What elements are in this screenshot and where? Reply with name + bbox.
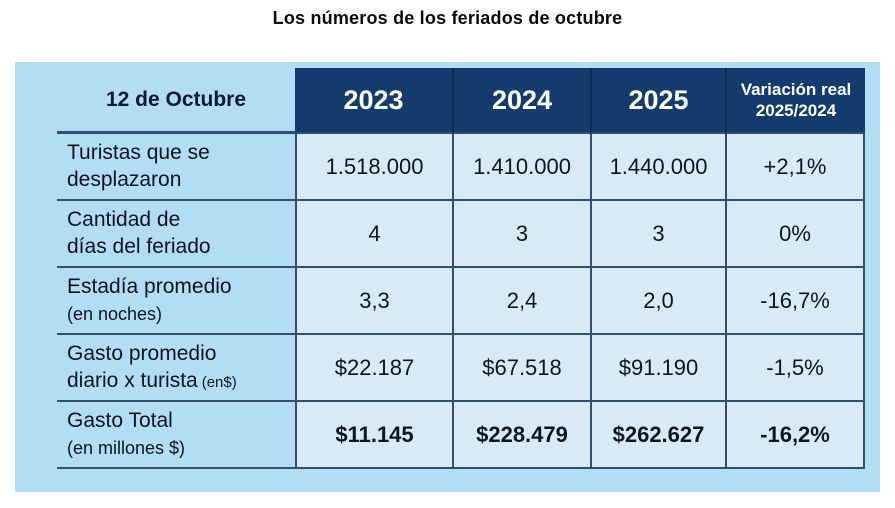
variation-header-line2: 2025/2024	[755, 101, 837, 120]
row-label-gasto-promedio: Gasto promedio diario x turista (en$)	[57, 335, 295, 402]
col-header-2023: 2023	[295, 68, 452, 134]
row-label-line2-text: desplazaron	[67, 167, 182, 191]
row-label-note: (en millones $)	[67, 437, 186, 458]
value-gasto-total-2024: $228.479	[452, 402, 590, 469]
row-label-line2-text: diario x turista	[67, 368, 198, 392]
row-label-line1: Gasto Total	[67, 409, 173, 433]
row-label-line2-text: días del feriado	[67, 234, 211, 258]
variation-header-line1: Variación real	[740, 79, 852, 99]
col-header-2024: 2024	[452, 68, 590, 134]
value-turistas-2024: 1.410.000	[452, 134, 590, 201]
row-label-line1: Estadía promedio	[67, 275, 232, 299]
holiday-stats-table: 12 de Octubre 2023 2024 2025 Variación r…	[15, 62, 880, 492]
value-dias-2025: 3	[590, 201, 725, 268]
value-dias-variation: 0%	[725, 201, 865, 268]
row-label-line2: diario x turista (en$)	[67, 368, 237, 394]
table-grid: 12 de Octubre 2023 2024 2025 Variación r…	[57, 68, 865, 469]
value-dias-2023: 4	[295, 201, 452, 268]
col-header-variation: Variación real 2025/2024	[725, 68, 865, 134]
value-gasto-promedio-variation: -1,5%	[725, 335, 865, 402]
row-label-dias: Cantidad de días del feriado	[57, 201, 295, 268]
value-dias-2024: 3	[452, 201, 590, 268]
row-label-line1: Cantidad de	[67, 208, 181, 232]
col-header-2025: 2025	[590, 68, 725, 134]
row-label-note: (en noches)	[67, 303, 163, 324]
row-label-line1: Gasto promedio	[67, 342, 217, 366]
value-turistas-2023: 1.518.000	[295, 134, 452, 201]
value-gasto-promedio-2025: $91.190	[590, 335, 725, 402]
value-gasto-total-2025: $262.627	[590, 402, 725, 469]
row-label-gasto-total: Gasto Total (en millones $)	[57, 402, 295, 469]
row-label-line2: desplazaron	[67, 167, 181, 193]
value-gasto-total-variation: -16,2%	[725, 402, 865, 469]
value-turistas-2025: 1.440.000	[590, 134, 725, 201]
row-label-line2: (en millones $)	[67, 435, 185, 461]
row-label-estadia: Estadía promedio (en noches)	[57, 268, 295, 335]
value-estadia-2025: 2,0	[590, 268, 725, 335]
row-label-line2: (en noches)	[67, 301, 162, 327]
row-label-turistas: Turistas que se desplazaron	[57, 134, 295, 201]
value-gasto-promedio-2023: $22.187	[295, 335, 452, 402]
row-label-line2: días del feriado	[67, 234, 211, 260]
table-corner-header: 12 de Octubre	[57, 68, 295, 134]
value-turistas-variation: +2,1%	[725, 134, 865, 201]
value-gasto-total-2023: $11.145	[295, 402, 452, 469]
value-estadia-2024: 2,4	[452, 268, 590, 335]
page-title: Los números de los feriados de octubre	[272, 8, 623, 28]
row-label-note: (en$)	[201, 373, 237, 391]
value-gasto-promedio-2024: $67.518	[452, 335, 590, 402]
value-estadia-variation: -16,7%	[725, 268, 865, 335]
row-label-line1: Turistas que se	[67, 141, 210, 165]
value-estadia-2023: 3,3	[295, 268, 452, 335]
